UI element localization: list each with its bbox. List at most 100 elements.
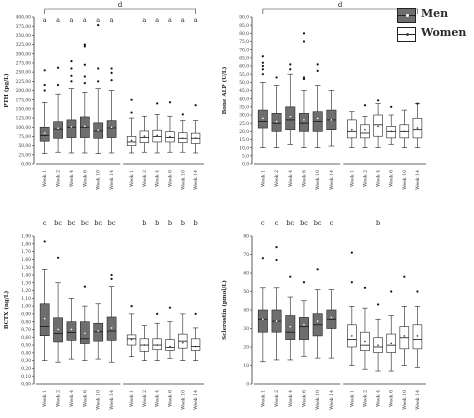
mean-marker (416, 335, 419, 337)
outlier-point (156, 102, 159, 105)
y-tick-label: 10 (243, 364, 249, 369)
y-tick-label: 40 (243, 309, 249, 314)
x-tick-label: Week 1 (260, 170, 266, 187)
outlier-point (275, 76, 278, 79)
y-tick-label: 1,30 (21, 281, 31, 286)
outlier-point (83, 45, 86, 48)
y-tick-label: 0,0 (242, 163, 249, 168)
women-box-6 (190, 312, 201, 361)
outlier-point (376, 99, 380, 102)
significance-letter: bc (54, 219, 62, 227)
x-tick-label: Week 2 (142, 390, 148, 407)
mean-marker (364, 128, 366, 131)
outlier-point (350, 251, 353, 254)
men-box-3 (285, 275, 296, 361)
mean-marker (43, 132, 46, 134)
box-iqr (53, 121, 63, 139)
panel-3: 0,00 0,10 0,20 0,30 0,40 0,50 0,60 0,70 0,80 0,90… (3, 219, 204, 410)
mean-marker (403, 335, 406, 337)
box-iqr (66, 321, 77, 341)
x-tick-label: Week 14 (415, 390, 421, 410)
y-tick-label: 10,0 (239, 146, 249, 151)
men-box-2 (271, 76, 282, 148)
significance-letter: bc (286, 219, 294, 227)
outlier-point (302, 32, 306, 35)
outlier-point (56, 256, 60, 259)
y-tick-label: 40,0 (239, 97, 249, 102)
y-tick-label: 60 (243, 272, 249, 277)
significance-letter: c (261, 219, 265, 227)
legend-women-swatch (397, 27, 416, 42)
x-tick-label: Week 6 (301, 170, 307, 187)
outlier-point (316, 268, 319, 271)
y-tick-label: 45,0 (239, 89, 249, 94)
y-tick-label: 75,00 (18, 135, 31, 140)
y-tick-label: 1,90 (21, 235, 31, 240)
women-box-4 (386, 290, 396, 372)
outlier-point (275, 246, 278, 249)
women-box-3 (373, 303, 383, 372)
y-tick-label: 275,00 (16, 62, 32, 67)
x-tick-label: Week 14 (329, 170, 335, 190)
outlier-point (168, 306, 172, 309)
outlier-point (83, 285, 86, 288)
x-tick-label: Week 6 (82, 390, 88, 407)
y-tick-label: 0,00 (21, 383, 31, 388)
outlier-point (261, 257, 264, 260)
mean-marker (43, 317, 46, 320)
women-box-5 (178, 313, 188, 361)
men-box-5 (93, 303, 104, 360)
y-tick-label: 1,60 (21, 258, 31, 263)
men-box-6 (106, 273, 117, 363)
significance-letter: b (181, 219, 185, 227)
x-tick-label: Week 6 (167, 390, 173, 407)
outlier-point (168, 101, 172, 104)
x-tick-label: Week 6 (301, 390, 307, 407)
outlier-point (181, 113, 184, 116)
y-tick-label: 35,0 (239, 105, 249, 110)
y-tick-label: 50 (243, 290, 249, 295)
x-tick-label: Week 1 (42, 170, 48, 187)
x-tick-label: Week 14 (109, 170, 115, 190)
x-tick-label: Week 1 (129, 390, 135, 407)
y-tick-label: 125,00 (16, 117, 32, 122)
y-tick-label: 55,0 (239, 73, 249, 78)
women-box-4 (165, 306, 175, 359)
x-tick-label: Week 1 (42, 390, 48, 407)
mean-marker (130, 139, 133, 142)
outlier-point (56, 83, 60, 87)
men-box-5 (93, 23, 104, 155)
mean-marker (303, 119, 305, 121)
outlier-point (70, 60, 73, 63)
legend-men-label: Men (421, 7, 449, 20)
x-tick-label: Week 4 (155, 170, 161, 187)
x-tick-label: Week 10 (402, 390, 408, 410)
x-tick-label: Week 2 (274, 170, 280, 187)
panel-4: 0 10 20 30 40 50 60 70 80 Sclerostin (pmol/L) c Wee… (221, 219, 426, 410)
significance-letter: bc (68, 219, 76, 227)
x-tick-label: Week 4 (155, 390, 161, 407)
outlier-point (70, 80, 73, 83)
men-box-4 (79, 43, 90, 154)
significance-letter: c (275, 219, 279, 227)
x-tick-label: Week 10 (180, 170, 186, 190)
men-box-4 (299, 32, 309, 148)
outlier-point (43, 240, 46, 243)
box-iqr (299, 113, 309, 132)
y-tick-label: 0,30 (21, 359, 31, 364)
mean-marker (110, 327, 113, 329)
outlier-point (83, 43, 86, 46)
men-box-2 (271, 246, 282, 361)
outlier-point (43, 69, 46, 72)
women-box-1 (347, 111, 357, 148)
box-iqr (299, 317, 309, 340)
y-tick-label: 25,0 (239, 122, 249, 127)
x-tick-label: Week 6 (389, 170, 395, 187)
x-tick-label: Week 2 (142, 170, 148, 187)
box-iqr (412, 324, 423, 350)
men-box-1 (257, 55, 268, 148)
y-tick-label: 1,80 (21, 242, 31, 247)
x-tick-label: Week 14 (329, 390, 335, 410)
men-box-6 (326, 90, 337, 147)
mean-marker (84, 125, 86, 127)
